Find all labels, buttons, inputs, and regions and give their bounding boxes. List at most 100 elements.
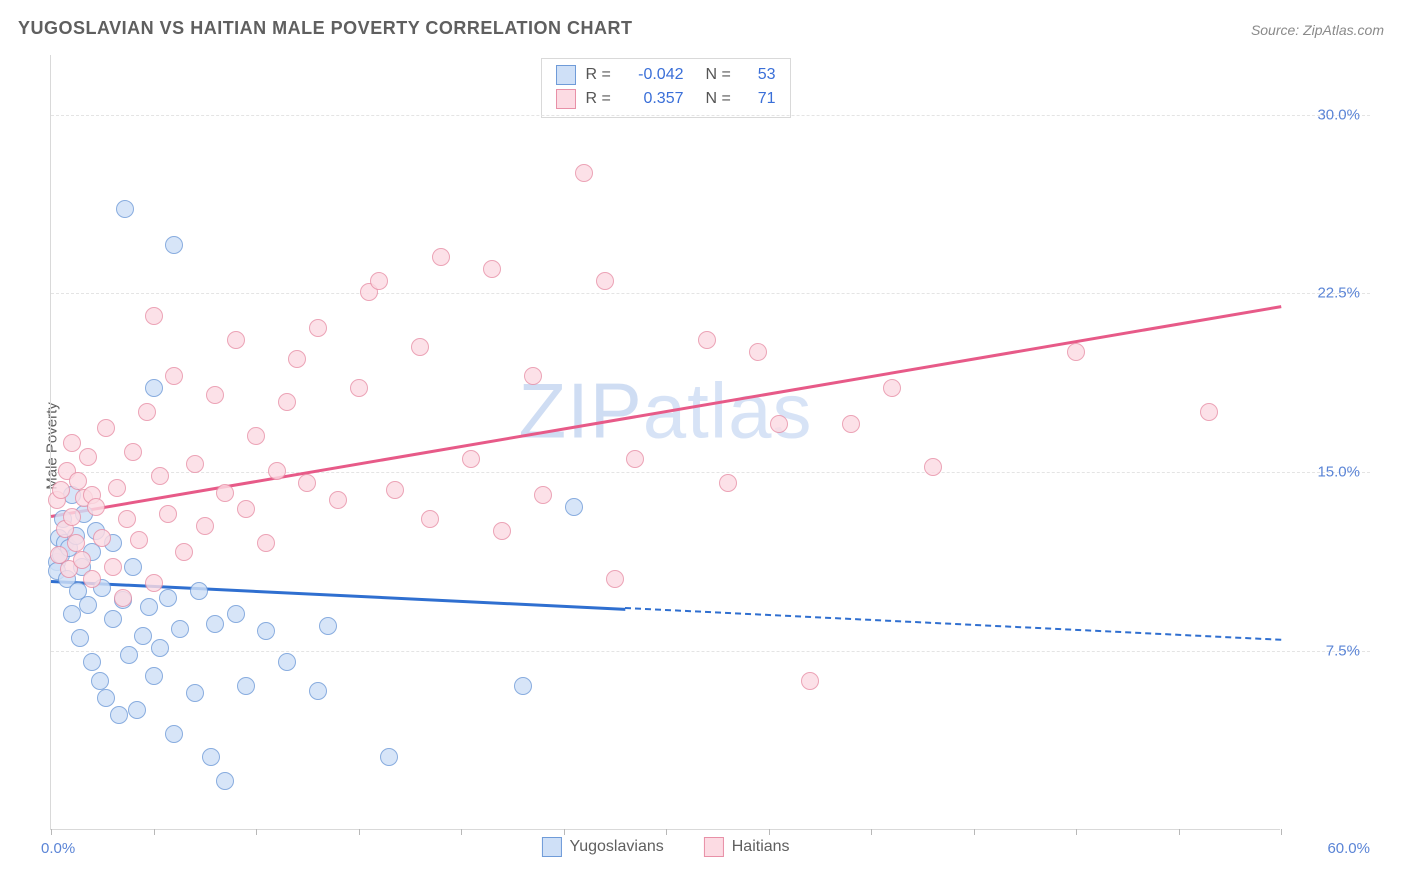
x-tick	[1281, 829, 1282, 835]
y-tick-label: 30.0%	[1290, 106, 1360, 123]
data-point	[329, 491, 347, 509]
data-point	[524, 367, 542, 385]
legend-row: R =-0.042N =53	[556, 63, 776, 87]
trend-line	[625, 607, 1281, 641]
data-point	[462, 450, 480, 468]
data-point	[606, 570, 624, 588]
data-point	[1067, 343, 1085, 361]
data-point	[227, 331, 245, 349]
data-point	[52, 481, 70, 499]
data-point	[124, 558, 142, 576]
data-point	[237, 677, 255, 695]
legend-row: R =0.357N =71	[556, 87, 776, 111]
data-point	[151, 467, 169, 485]
data-point	[626, 450, 644, 468]
legend-n-value: 53	[746, 63, 776, 87]
x-tick	[564, 829, 565, 835]
data-point	[87, 498, 105, 516]
source-prefix: Source:	[1251, 22, 1303, 38]
data-point	[257, 534, 275, 552]
x-tick	[666, 829, 667, 835]
data-point	[411, 338, 429, 356]
data-point	[883, 379, 901, 397]
data-point	[749, 343, 767, 361]
data-point	[237, 500, 255, 518]
data-point	[134, 627, 152, 645]
legend-swatch	[556, 89, 576, 109]
data-point	[247, 427, 265, 445]
data-point	[159, 505, 177, 523]
data-point	[186, 684, 204, 702]
data-point	[145, 667, 163, 685]
data-point	[63, 434, 81, 452]
data-point	[278, 653, 296, 671]
data-point	[288, 350, 306, 368]
data-point	[165, 725, 183, 743]
data-point	[1200, 403, 1218, 421]
data-point	[83, 653, 101, 671]
data-point	[216, 484, 234, 502]
data-point	[350, 379, 368, 397]
data-point	[268, 462, 286, 480]
series-legend-item: Yugoslavians	[541, 837, 663, 857]
gridline	[51, 651, 1370, 652]
data-point	[145, 307, 163, 325]
data-point	[227, 605, 245, 623]
data-point	[842, 415, 860, 433]
data-point	[309, 682, 327, 700]
series-label: Yugoslavians	[569, 838, 663, 856]
data-point	[801, 672, 819, 690]
x-tick	[51, 829, 52, 835]
data-point	[206, 386, 224, 404]
data-point	[165, 236, 183, 254]
x-axis-max-label: 60.0%	[1327, 840, 1370, 857]
x-tick	[1076, 829, 1077, 835]
data-point	[83, 570, 101, 588]
data-point	[159, 589, 177, 607]
legend-r-value: 0.357	[626, 87, 684, 111]
series-label: Haitians	[732, 838, 790, 856]
data-point	[91, 672, 109, 690]
data-point	[171, 620, 189, 638]
data-point	[73, 551, 91, 569]
data-point	[145, 574, 163, 592]
source-name: ZipAtlas.com	[1303, 22, 1384, 38]
data-point	[67, 534, 85, 552]
data-point	[79, 448, 97, 466]
x-tick	[359, 829, 360, 835]
data-point	[151, 639, 169, 657]
legend-swatch	[556, 65, 576, 85]
data-point	[206, 615, 224, 633]
x-tick	[871, 829, 872, 835]
series-legend-item: Haitians	[704, 837, 790, 857]
gridline	[51, 115, 1370, 116]
data-point	[257, 622, 275, 640]
data-point	[138, 403, 156, 421]
data-point	[319, 617, 337, 635]
data-point	[216, 772, 234, 790]
data-point	[104, 558, 122, 576]
data-point	[202, 748, 220, 766]
data-point	[370, 272, 388, 290]
data-point	[186, 455, 204, 473]
data-point	[196, 517, 214, 535]
legend-n-value: 71	[746, 87, 776, 111]
data-point	[432, 248, 450, 266]
data-point	[483, 260, 501, 278]
source-label: Source: ZipAtlas.com	[1251, 22, 1384, 38]
scatter-plot: ZIPatlas R =-0.042N =53R =0.357N =71 0.0…	[50, 55, 1280, 830]
y-tick-label: 22.5%	[1290, 285, 1360, 302]
x-tick	[461, 829, 462, 835]
x-tick	[974, 829, 975, 835]
data-point	[63, 605, 81, 623]
data-point	[596, 272, 614, 290]
x-tick	[154, 829, 155, 835]
data-point	[63, 508, 81, 526]
data-point	[97, 689, 115, 707]
x-tick	[769, 829, 770, 835]
data-point	[116, 200, 134, 218]
data-point	[175, 543, 193, 561]
data-point	[71, 629, 89, 647]
data-point	[380, 748, 398, 766]
data-point	[104, 610, 122, 628]
